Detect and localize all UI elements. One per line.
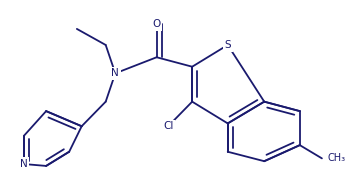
Text: CH₃: CH₃ — [328, 153, 346, 163]
Text: N: N — [111, 68, 119, 78]
Text: S: S — [225, 40, 231, 50]
Text: Cl: Cl — [163, 121, 174, 131]
Text: N: N — [20, 159, 28, 169]
Text: O: O — [152, 19, 161, 29]
